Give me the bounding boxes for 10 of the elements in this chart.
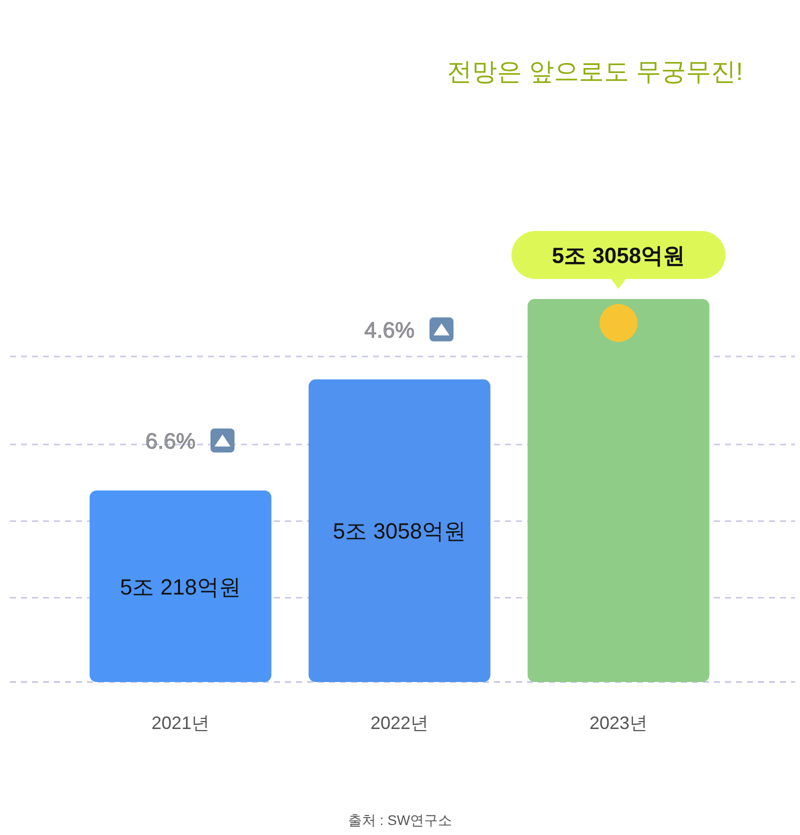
annotation: 5조 218억원 xyxy=(120,574,242,600)
x-tick-label: 2021년 xyxy=(151,713,210,733)
annotation: 4.6% xyxy=(364,317,415,342)
annotation: 6.6% xyxy=(145,428,196,454)
annotation: 5조 3058억원 xyxy=(332,518,466,544)
x-tick-label: 2022년 xyxy=(370,713,429,733)
x-tick-label: 2023년 xyxy=(589,713,648,733)
chart-title: 전망은 앞으로도 무궁무진! xyxy=(447,58,743,86)
text: 5조 3058억원 xyxy=(552,243,686,268)
source-note: 출처 : SW연구소 xyxy=(348,812,452,828)
